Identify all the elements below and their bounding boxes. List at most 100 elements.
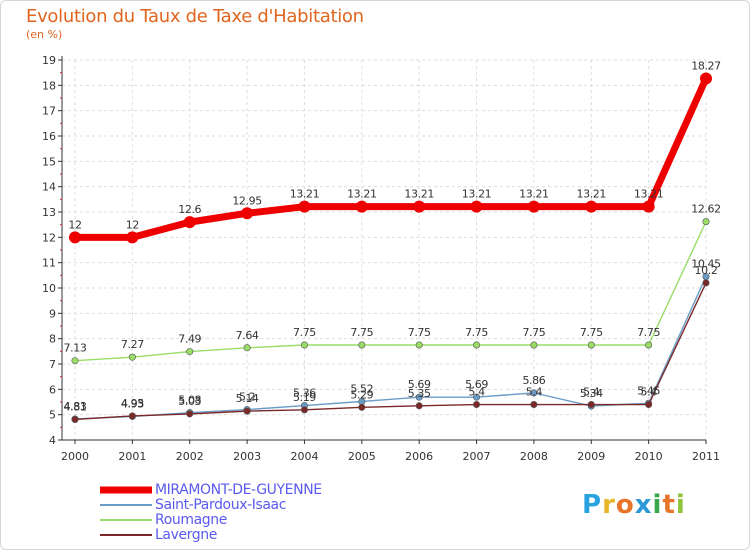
y-tick-label: 6 bbox=[49, 383, 56, 396]
data-label-roumagne: 7.27 bbox=[121, 338, 144, 351]
data-point-lavergne bbox=[300, 406, 308, 414]
data-point-miramont bbox=[126, 231, 139, 244]
data-point-roumagne bbox=[300, 341, 308, 349]
data-point-lavergne bbox=[530, 401, 538, 409]
data-point-miramont bbox=[69, 231, 81, 244]
data-label-miramont: 13.21 bbox=[347, 188, 377, 201]
data-label-saint-pardoux: 10.45 bbox=[691, 258, 721, 271]
data-point-miramont bbox=[298, 200, 311, 213]
data-label-lavergne: 5.19 bbox=[293, 391, 316, 404]
data-label-lavergne: 10.2 bbox=[695, 264, 718, 277]
data-point-lavergne bbox=[702, 279, 710, 287]
data-label-saint-pardoux: 5.45 bbox=[637, 384, 660, 397]
legend-label-miramont: MIRAMONT-DE-GUYENNE bbox=[155, 482, 322, 498]
x-tick-label: 2001 bbox=[118, 450, 146, 463]
data-point-lavergne bbox=[415, 402, 423, 410]
data-point-miramont bbox=[527, 200, 540, 213]
data-point-lavergne bbox=[645, 401, 653, 409]
data-label-roumagne: 7.75 bbox=[465, 326, 488, 339]
x-tick-label: 2002 bbox=[176, 450, 204, 463]
legend-swatch-miramont bbox=[100, 486, 152, 494]
data-label-miramont: 13.21 bbox=[290, 188, 320, 201]
data-label-saint-pardoux: 5.2 bbox=[239, 391, 255, 404]
data-point-roumagne bbox=[358, 341, 366, 349]
data-label-lavergne: 5.4 bbox=[583, 386, 600, 399]
data-point-miramont bbox=[470, 200, 483, 213]
data-point-lavergne bbox=[243, 407, 251, 415]
data-label-lavergne: 5.29 bbox=[350, 388, 373, 401]
data-label-saint-pardoux: 5.36 bbox=[293, 387, 316, 400]
data-point-lavergne bbox=[71, 415, 79, 423]
data-label-roumagne: 7.13 bbox=[64, 342, 87, 355]
data-point-roumagne bbox=[71, 357, 79, 365]
data-point-lavergne bbox=[128, 412, 136, 420]
x-tick-label: 2004 bbox=[290, 450, 318, 463]
y-tick-label: 19 bbox=[42, 54, 56, 67]
data-point-miramont bbox=[642, 200, 655, 213]
y-tick-label: 15 bbox=[42, 155, 56, 168]
data-label-miramont: 13.21 bbox=[404, 188, 434, 201]
data-point-saint-pardoux bbox=[530, 389, 538, 397]
data-label-lavergne: 5.03 bbox=[178, 395, 201, 408]
x-tick-label: 2000 bbox=[61, 450, 89, 463]
y-tick-label: 7 bbox=[49, 358, 56, 371]
legend-label-roumagne: Roumagne bbox=[155, 512, 227, 528]
logo-letter: t bbox=[662, 490, 676, 520]
data-label-saint-pardoux: 5.52 bbox=[350, 382, 373, 395]
y-tick-label: 12 bbox=[42, 231, 56, 244]
data-label-lavergne: 5.4 bbox=[468, 386, 485, 399]
data-label-lavergne: 5.4 bbox=[640, 386, 657, 399]
data-point-roumagne bbox=[128, 353, 136, 361]
x-tick-label: 2010 bbox=[635, 450, 663, 463]
data-label-roumagne: 7.75 bbox=[408, 326, 431, 339]
series-line-roumagne bbox=[74, 220, 707, 362]
x-tick-label: 2009 bbox=[577, 450, 605, 463]
x-tick-label: 2006 bbox=[405, 450, 433, 463]
legend-swatch-lavergne bbox=[100, 534, 152, 536]
logo-letter: x bbox=[634, 490, 653, 520]
data-point-roumagne bbox=[186, 348, 194, 356]
data-label-saint-pardoux: 5.08 bbox=[178, 394, 201, 407]
data-label-lavergne: 5.35 bbox=[408, 387, 431, 400]
legend-label-lavergne: Lavergne bbox=[155, 527, 217, 543]
data-point-saint-pardoux bbox=[415, 393, 423, 401]
x-tick-label: 2011 bbox=[692, 450, 720, 463]
y-tick-label: 18 bbox=[42, 79, 56, 92]
data-point-roumagne bbox=[243, 344, 251, 352]
data-point-lavergne bbox=[186, 410, 194, 418]
data-label-roumagne: 7.64 bbox=[236, 329, 259, 342]
y-tick-label: 17 bbox=[42, 105, 56, 118]
data-label-saint-pardoux: 4.93 bbox=[121, 397, 144, 410]
data-point-miramont bbox=[585, 200, 598, 213]
data-point-roumagne bbox=[645, 341, 653, 349]
chart-title: Evolution du Taux de Taxe d'Habitation bbox=[26, 6, 364, 27]
series-line-lavergne bbox=[74, 282, 707, 421]
data-label-miramont: 12 bbox=[68, 218, 81, 231]
y-tick-label: 11 bbox=[42, 257, 56, 270]
data-label-saint-pardoux: 5.69 bbox=[408, 378, 431, 391]
data-label-saint-pardoux: 5.69 bbox=[465, 378, 488, 391]
series-line-miramont bbox=[71, 74, 710, 241]
data-point-miramont bbox=[413, 200, 426, 213]
x-tick-label: 2005 bbox=[348, 450, 376, 463]
data-label-miramont: 13.21 bbox=[519, 188, 549, 201]
proxiti-logo: Proxiti bbox=[582, 490, 686, 520]
data-label-miramont: 12.6 bbox=[178, 203, 201, 216]
data-point-miramont bbox=[700, 72, 712, 85]
data-label-saint-pardoux: 4.83 bbox=[64, 400, 87, 413]
data-point-lavergne bbox=[587, 401, 595, 409]
unit-label: (en %) bbox=[26, 28, 63, 41]
data-point-roumagne bbox=[473, 341, 481, 349]
data-point-miramont bbox=[355, 200, 368, 213]
data-point-roumagne bbox=[530, 341, 538, 349]
logo-letter: P bbox=[582, 490, 603, 520]
data-label-miramont: 13.21 bbox=[577, 188, 607, 201]
data-label-roumagne: 7.75 bbox=[350, 326, 373, 339]
data-point-miramont bbox=[241, 207, 254, 220]
data-label-roumagne: 7.75 bbox=[293, 326, 316, 339]
logo-letter: r bbox=[602, 490, 616, 520]
x-tick-label: 2008 bbox=[520, 450, 548, 463]
data-label-miramont: 12 bbox=[126, 218, 139, 231]
logo-letter: i bbox=[652, 490, 663, 520]
